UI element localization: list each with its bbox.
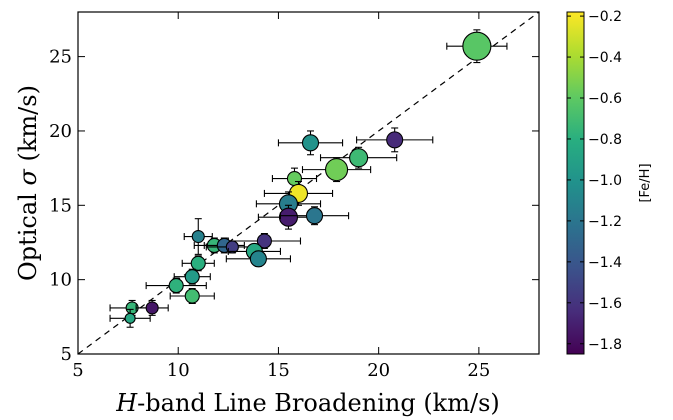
y-axis-label: Optical σ (km/s) <box>14 85 42 281</box>
colorbar-tick-label: −0.8 <box>588 132 622 148</box>
colorbar-label: [Fe/H] <box>638 163 653 202</box>
x-tick-label: 10 <box>167 360 190 381</box>
data-point <box>277 130 344 156</box>
x-tick-label: 15 <box>267 360 290 381</box>
data-point <box>446 29 508 64</box>
colorbar-tick-label: −1.2 <box>588 214 622 230</box>
data-point-marker <box>286 170 303 187</box>
data-point-marker <box>145 301 159 315</box>
data-point-marker <box>325 158 349 182</box>
y-tick-label: 20 <box>49 121 72 142</box>
colorbar-tick-label: −0.6 <box>588 91 622 107</box>
data-point-marker <box>168 278 184 294</box>
data-point <box>169 288 215 304</box>
colorbar-ticks: −0.2 −0.4 −0.6 −0.8 −1.0 −1.2 −1.4 −1.6 −1.8 <box>567 9 622 353</box>
y-tick-label: 5 <box>61 344 72 365</box>
colorbar-tick-label: −1.6 <box>588 296 622 312</box>
colorbar-tick-label: −1.0 <box>588 173 622 189</box>
data-point-marker <box>124 312 136 324</box>
data-point-marker <box>184 288 200 304</box>
data-points <box>109 29 508 328</box>
x-axis-label: H-band Line Broadening (km/s) <box>115 389 500 417</box>
data-point <box>145 277 207 294</box>
one-to-one-line <box>78 12 539 354</box>
data-point <box>203 237 245 254</box>
data-point-marker <box>278 207 299 227</box>
y-tick-label: 25 <box>49 47 72 68</box>
plot-axes: 5 10 15 20 25 5 10 15 20 25 <box>49 11 540 381</box>
data-point-marker <box>386 131 404 149</box>
colorbar-tick-label: −1.8 <box>588 337 622 353</box>
data-point-marker <box>349 148 369 168</box>
data-point-marker <box>301 134 320 152</box>
x-axis-ticks: 5 10 15 20 25 <box>72 12 490 381</box>
data-point-marker <box>256 233 272 249</box>
colorbar-tick-label: −0.4 <box>588 50 622 66</box>
data-point <box>183 218 213 255</box>
y-axis-ticks: 5 10 15 20 25 <box>49 47 539 365</box>
colorbar-tick-label: −1.4 <box>588 255 622 271</box>
data-point-marker <box>462 31 492 61</box>
colorbar-gradient <box>566 11 585 355</box>
data-point <box>279 206 350 226</box>
x-tick-label: 20 <box>367 360 390 381</box>
colorbar-tick-label: −0.2 <box>588 9 622 25</box>
data-point-marker <box>191 229 205 244</box>
data-point-marker <box>225 240 239 254</box>
data-point-marker <box>184 269 200 285</box>
data-point <box>301 157 372 183</box>
data-point <box>356 127 434 153</box>
x-tick-label: 25 <box>467 360 490 381</box>
data-point <box>225 250 292 268</box>
data-point <box>181 255 215 272</box>
x-tick-label: 5 <box>72 360 83 381</box>
data-point-marker <box>249 250 267 268</box>
data-point <box>173 268 211 285</box>
data-point <box>135 299 169 316</box>
colorbar: −0.2 −0.4 −0.6 −0.8 −1.0 −1.2 −1.4 −1.6 −1.8 [Fe… <box>566 9 653 355</box>
data-point <box>109 308 151 328</box>
y-tick-label: 10 <box>49 270 72 291</box>
data-point-marker <box>305 207 324 225</box>
y-tick-label: 15 <box>49 195 72 216</box>
data-point-marker <box>190 255 206 271</box>
